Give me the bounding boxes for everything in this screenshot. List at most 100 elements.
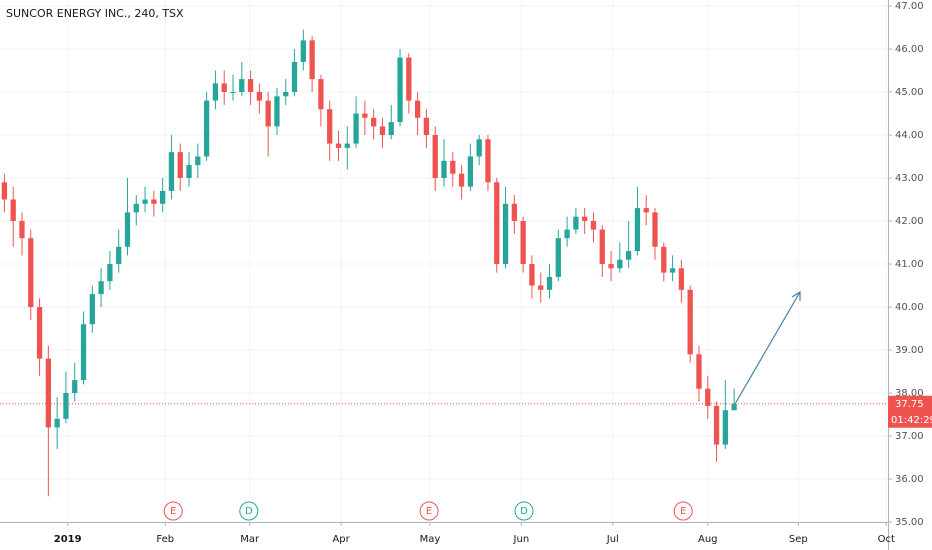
- candle-body: [687, 289, 693, 355]
- candle-body: [573, 216, 579, 230]
- x-tick-label: Feb: [156, 534, 174, 545]
- candle-body: [388, 122, 394, 135]
- candle-body: [63, 393, 69, 419]
- candle-body: [643, 208, 649, 213]
- candle-body: [599, 229, 605, 264]
- x-tick-label: Oct: [878, 534, 895, 545]
- y-tick-label: 39.00: [895, 345, 924, 356]
- event-marker: [239, 501, 259, 521]
- candle-body: [19, 221, 25, 239]
- candle-body: [397, 57, 403, 123]
- candle-body: [529, 264, 535, 286]
- candle-body: [467, 156, 474, 187]
- candle-body: [511, 203, 517, 221]
- candle-body: [256, 92, 263, 101]
- trend-arrow-head: [791, 290, 801, 301]
- candle-body: [625, 251, 632, 260]
- candle-body: [476, 139, 482, 157]
- candle-body: [564, 229, 570, 239]
- candle-body: [186, 165, 192, 178]
- candle-body: [142, 199, 148, 204]
- candle-body: [116, 246, 122, 264]
- candle-body: [203, 100, 210, 157]
- candle-body: [335, 143, 342, 148]
- last-price-label: 37.75: [895, 399, 924, 410]
- candle-body: [36, 307, 43, 359]
- candle-body: [327, 109, 333, 144]
- candle-body: [608, 264, 614, 269]
- event-label: E: [170, 506, 176, 517]
- candle-body: [520, 221, 526, 264]
- candle-body: [371, 117, 377, 127]
- y-tick-label: 44.00: [895, 130, 924, 141]
- x-tick-label: Jul: [606, 534, 619, 545]
- candle-body: [1, 182, 8, 200]
- candle-body: [485, 139, 491, 183]
- event-label: E: [680, 506, 686, 517]
- candle-body: [634, 208, 641, 252]
- grid: [0, 0, 888, 523]
- candle-body: [239, 79, 245, 92]
- y-tick-label: 40.00: [895, 302, 924, 313]
- candles: [1, 29, 737, 497]
- y-tick-label: 38.00: [895, 388, 924, 399]
- event-label: E: [426, 506, 432, 517]
- candle-body: [54, 418, 60, 428]
- candle-body: [28, 238, 34, 307]
- x-tick-label: Jun: [513, 534, 530, 545]
- x-tick-label: Aug: [698, 534, 718, 545]
- event-label: D: [520, 506, 528, 517]
- candle-body: [362, 113, 368, 118]
- candle-body: [160, 190, 166, 204]
- candle-body: [652, 212, 658, 247]
- candle-body: [450, 160, 456, 174]
- candle-body: [300, 40, 306, 62]
- chart-title: SUNCOR ENERGY INC., 240, TSX: [6, 7, 184, 20]
- y-tick-label: 37.00: [895, 431, 924, 442]
- candle-body: [713, 405, 720, 445]
- candle-body: [124, 212, 131, 247]
- candle-body: [731, 403, 737, 411]
- candle-body: [590, 221, 597, 230]
- candle-body: [10, 199, 16, 221]
- candle-body: [45, 358, 51, 428]
- y-tick-label: 47.00: [895, 1, 924, 12]
- candle-body: [678, 268, 685, 290]
- candle-body: [458, 173, 465, 187]
- candle-body: [353, 113, 359, 144]
- trend-arrow[interactable]: [734, 291, 801, 405]
- candle-body: [661, 246, 667, 273]
- event-label: D: [245, 506, 253, 517]
- candle-body: [344, 143, 350, 148]
- candle-body: [494, 182, 500, 264]
- countdown: 01:42:29: [891, 415, 932, 426]
- candle-body: [212, 83, 219, 101]
- y-tick-label: 43.00: [895, 173, 924, 184]
- candle-body: [555, 238, 561, 277]
- x-tick-label: Apr: [332, 534, 350, 545]
- candle-body: [89, 294, 95, 325]
- event-marker: [419, 501, 439, 521]
- y-tick-label: 35.00: [895, 517, 924, 528]
- candle-body: [538, 285, 544, 290]
- candle-body: [406, 57, 412, 101]
- event-marker: [514, 501, 534, 521]
- candle-body: [318, 79, 324, 110]
- candle-body: [582, 216, 588, 221]
- candle-body: [133, 203, 139, 213]
- event-marker: [673, 501, 693, 521]
- candle-body: [274, 96, 280, 127]
- candle-body: [265, 100, 271, 127]
- y-tick-label: 45.00: [895, 87, 924, 98]
- candle-body: [247, 79, 254, 92]
- candle-body: [432, 135, 438, 178]
- candle-body: [283, 92, 289, 97]
- y-tick-label: 41.00: [895, 259, 924, 270]
- y-tick-label: 36.00: [895, 474, 924, 485]
- x-tick-label: 2019: [54, 534, 82, 545]
- candle-body: [291, 61, 298, 92]
- y-tick-label: 42.00: [895, 216, 924, 227]
- candle-body: [107, 264, 113, 282]
